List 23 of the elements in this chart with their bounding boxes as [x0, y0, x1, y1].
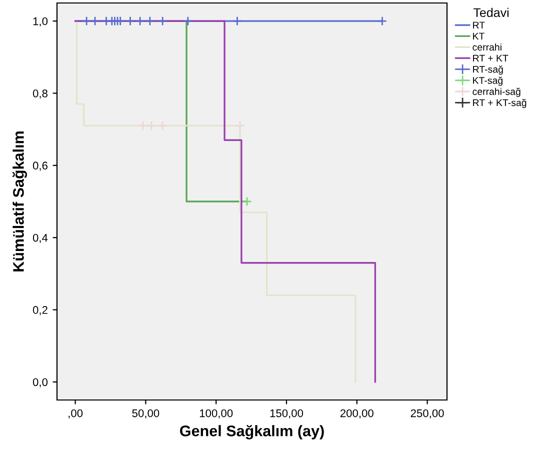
x-axis-title: Genel Sağkalım (ay)	[180, 424, 324, 440]
legend-label: KT	[473, 32, 484, 40]
legend-label: cerrahi-sağ	[472, 88, 520, 97]
legend-label: RT-sağ	[473, 65, 503, 75]
y-tick-label: 0,2	[32, 306, 48, 316]
legend-label: RT + KT-sağ	[473, 98, 526, 108]
x-tick-label: 100,00	[200, 409, 233, 418]
legend-label: KT-sağ	[473, 76, 502, 86]
y-axis-title: Kümülatif Sağkalım	[12, 132, 27, 272]
x-tick-label: 150,00	[270, 409, 304, 418]
y-tick-label: 0,8	[32, 89, 48, 99]
legend-title: Tedavi	[473, 8, 508, 18]
y-tick-label: 0,4	[32, 234, 48, 244]
legend-label: cerrahi	[472, 43, 502, 51]
y-tick-label: 0,6	[32, 162, 48, 171]
y-tick-label: 0,0	[32, 378, 48, 388]
legend-label: RT	[473, 22, 485, 29]
x-tick-label: ,00	[68, 409, 83, 418]
y-tick-label: 1,0	[33, 17, 48, 26]
x-tick-label: 250,00	[410, 409, 444, 418]
legend-label: RT + KT	[473, 54, 508, 62]
x-tick-label: 50,00	[132, 409, 160, 418]
x-tick-label: 200,00	[340, 409, 374, 418]
